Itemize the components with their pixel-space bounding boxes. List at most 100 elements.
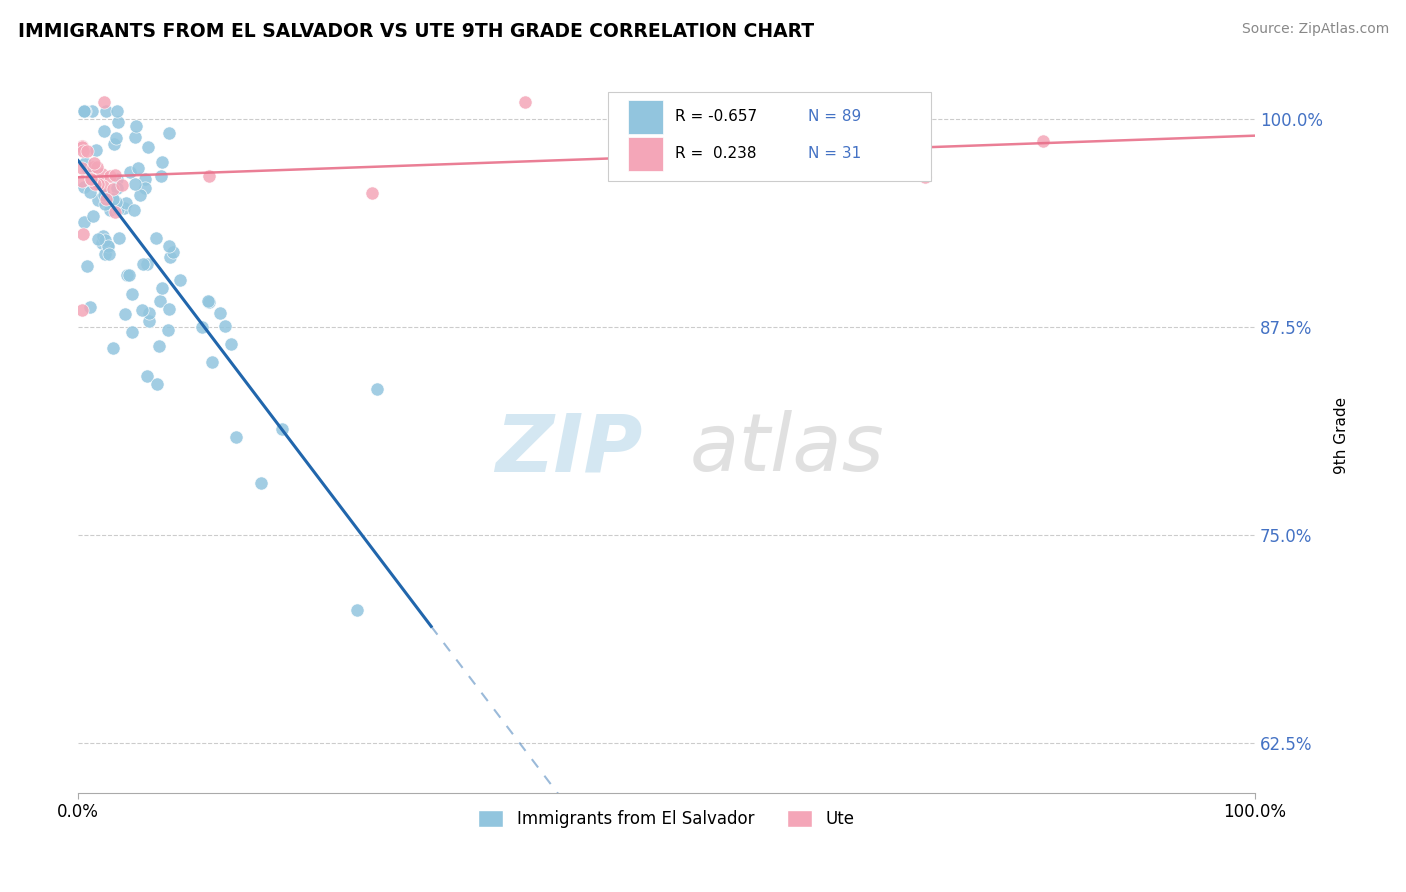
- Point: [197, 294, 219, 309]
- Point: [197, 169, 219, 183]
- Point: [105, 131, 128, 145]
- Point: [117, 268, 139, 283]
- Point: [124, 177, 146, 191]
- Point: [105, 103, 128, 118]
- Point: [136, 139, 159, 153]
- Text: ZIP: ZIP: [495, 410, 643, 488]
- Point: [79, 301, 101, 315]
- Text: R = -0.657: R = -0.657: [675, 110, 756, 124]
- Point: [114, 307, 136, 321]
- Bar: [627, 136, 664, 171]
- Point: [104, 205, 127, 219]
- Point: [714, 108, 737, 122]
- Point: [96, 193, 118, 207]
- Point: [150, 169, 173, 183]
- Point: [93, 123, 115, 137]
- Point: [146, 377, 169, 392]
- Point: [515, 95, 537, 110]
- Point: [98, 202, 121, 217]
- Point: [91, 178, 114, 193]
- Point: [150, 155, 173, 169]
- Point: [76, 144, 98, 158]
- Point: [190, 319, 212, 334]
- Point: [112, 201, 135, 215]
- Legend: Immigrants from El Salvador, Ute: Immigrants from El Salvador, Ute: [471, 803, 862, 834]
- Point: [82, 209, 104, 223]
- Point: [136, 257, 159, 271]
- Point: [70, 161, 93, 175]
- Point: [201, 354, 224, 368]
- Point: [73, 180, 96, 194]
- Point: [90, 236, 112, 251]
- Point: [159, 251, 181, 265]
- Point: [108, 231, 131, 245]
- Text: Source: ZipAtlas.com: Source: ZipAtlas.com: [1241, 22, 1389, 37]
- Point: [914, 170, 936, 185]
- Text: N = 89: N = 89: [807, 110, 860, 124]
- Text: R =  0.238: R = 0.238: [675, 146, 756, 161]
- Point: [75, 156, 97, 170]
- FancyBboxPatch shape: [607, 92, 931, 181]
- Point: [82, 160, 104, 174]
- Point: [366, 382, 388, 396]
- Point: [129, 188, 152, 202]
- Point: [118, 164, 141, 178]
- Point: [131, 303, 153, 318]
- Point: [104, 168, 127, 182]
- Point: [101, 192, 124, 206]
- Point: [197, 293, 219, 308]
- Point: [150, 281, 173, 295]
- Point: [127, 161, 149, 175]
- Point: [84, 143, 107, 157]
- Point: [70, 302, 93, 317]
- Point: [94, 247, 117, 261]
- Point: [94, 197, 117, 211]
- Point: [107, 115, 129, 129]
- Point: [90, 167, 112, 181]
- Point: [93, 95, 115, 110]
- Point: [103, 341, 125, 355]
- Point: [87, 232, 110, 246]
- Point: [73, 103, 96, 118]
- Point: [138, 314, 160, 328]
- Point: [79, 185, 101, 199]
- Point: [145, 230, 167, 244]
- Point: [117, 268, 139, 282]
- Point: [103, 136, 125, 151]
- Point: [124, 119, 146, 133]
- Point: [72, 145, 94, 159]
- Point: [98, 247, 121, 261]
- Point: [86, 160, 108, 174]
- Point: [91, 229, 114, 244]
- Point: [70, 140, 93, 154]
- Point: [83, 156, 105, 170]
- Point: [124, 129, 146, 144]
- Point: [73, 103, 96, 118]
- Point: [72, 227, 94, 242]
- Text: IMMIGRANTS FROM EL SALVADOR VS UTE 9TH GRADE CORRELATION CHART: IMMIGRANTS FROM EL SALVADOR VS UTE 9TH G…: [18, 22, 814, 41]
- Point: [94, 103, 117, 118]
- Point: [132, 257, 155, 271]
- Point: [157, 239, 180, 253]
- Point: [93, 233, 115, 247]
- Point: [73, 214, 96, 228]
- Point: [105, 172, 128, 186]
- Point: [87, 193, 110, 207]
- Point: [796, 128, 818, 142]
- Point: [157, 126, 180, 140]
- Point: [134, 171, 156, 186]
- Point: [121, 286, 143, 301]
- Point: [162, 244, 184, 259]
- Point: [219, 337, 242, 351]
- Point: [79, 172, 101, 186]
- Point: [73, 103, 96, 118]
- Point: [1032, 134, 1054, 148]
- Point: [76, 259, 98, 273]
- Point: [107, 202, 129, 216]
- Point: [214, 319, 236, 334]
- Point: [93, 188, 115, 202]
- Point: [122, 203, 145, 218]
- Point: [138, 306, 160, 320]
- Point: [97, 240, 120, 254]
- Point: [101, 181, 124, 195]
